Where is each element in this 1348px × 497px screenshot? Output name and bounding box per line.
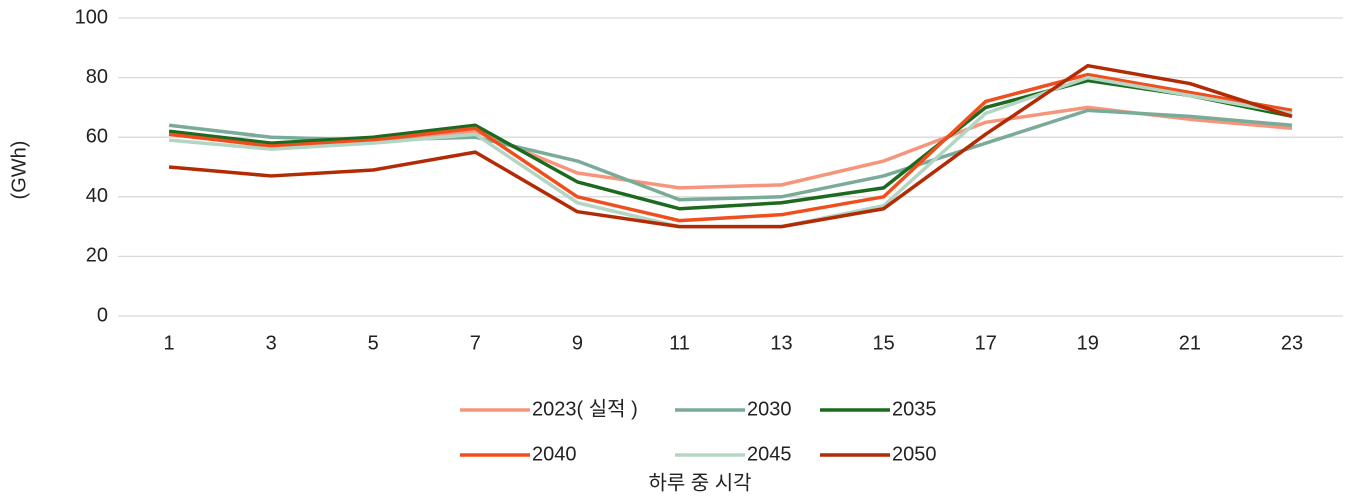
y-axis-title: (GWh) [8,141,30,200]
x-tick-label: 13 [770,332,792,354]
x-tick-label: 21 [1179,332,1201,354]
legend-label: 2030 [747,398,792,420]
legend-label: 2023( 실적 ) [532,397,638,420]
legend-label: 2050 [892,443,937,465]
x-tick-label: 17 [975,332,997,354]
x-tick-label: 11 [669,332,690,354]
y-tick-label: 60 [86,125,108,147]
series-line [168,63,1293,229]
y-tick-label: 0 [97,304,108,326]
y-tick-label: 100 [75,6,108,28]
legend-label: 2045 [747,443,792,465]
x-tick-label: 5 [368,332,379,354]
x-tick-label: 19 [1077,332,1099,354]
series-line [168,78,1293,211]
y-tick-label: 20 [86,245,108,267]
x-tick-label: 23 [1281,332,1303,354]
x-tick-label: 1 [163,332,174,354]
x-tick-label: 3 [266,332,277,354]
x-axis-title: 하루 중 시각 [648,471,751,494]
x-tick-label: 15 [873,332,895,354]
series-line [168,105,1293,190]
legend-label: 2035 [892,398,937,420]
y-tick-label: 40 [86,185,108,207]
x-tick-label: 9 [572,332,583,354]
series-line [168,72,1293,223]
legend-label: 2040 [532,443,577,465]
y-tick-label: 80 [86,66,108,88]
x-tick-label: 7 [470,332,481,354]
